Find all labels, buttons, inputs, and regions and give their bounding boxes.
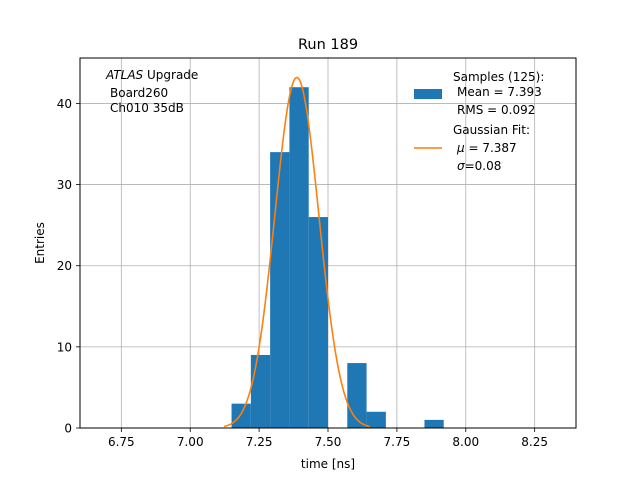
histogram-bars: [231, 87, 444, 429]
x-axis-ticks: 6.75 7.00 7.25 7.50 7.75 8.00 8.25: [108, 428, 548, 449]
histogram-bar-1: [250, 354, 271, 428]
legend-fit-title: Gaussian Fit:: [453, 123, 530, 137]
chart-title: Run 189: [298, 37, 358, 53]
legend-hist-title: Samples (125):: [453, 70, 544, 84]
histogram-bar-10: [424, 419, 444, 428]
x-tick-label-0: 6.75: [108, 435, 135, 449]
annotation-line-2: Board260: [110, 86, 168, 100]
histogram-bar-0: [231, 403, 251, 428]
x-tick-label-1: 7.00: [177, 435, 204, 449]
histogram-bar-7: [366, 411, 386, 428]
gaussian-fit-curve: [223, 76, 370, 428]
legend-histogram-swatch: [414, 89, 442, 99]
legend-hist-rms: RMS = 0.092: [457, 103, 535, 117]
y-tick-label-2: 20: [57, 259, 72, 273]
y-tick-label-4: 40: [57, 97, 72, 111]
histogram-bar-4: [308, 217, 328, 428]
histogram-bar-2: [270, 152, 290, 428]
y-axis-ticks: 0 10 20 30 40: [57, 97, 80, 436]
legend-hist-mean: Mean = 7.393: [457, 85, 542, 99]
legend-fit-sigma: σ=0.08: [457, 159, 501, 173]
annotation-upgrade: Upgrade: [143, 68, 198, 82]
mu-value: = 7.387: [465, 141, 517, 155]
annotation-line-3: Ch010 35dB: [110, 101, 184, 115]
x-axis-label: time [ns]: [301, 457, 355, 471]
x-tick-label-3: 7.50: [315, 435, 342, 449]
sigma-symbol: σ: [457, 159, 465, 173]
histogram-bar-3: [289, 87, 309, 429]
y-tick-label-1: 10: [57, 340, 72, 354]
y-axis-label: Entries: [33, 222, 47, 264]
x-tick-label-4: 7.75: [384, 435, 411, 449]
annotation-line-1: ATLAS Upgrade: [105, 68, 198, 82]
x-tick-label-6: 8.25: [521, 435, 548, 449]
y-tick-label-3: 30: [57, 178, 72, 192]
x-tick-label-5: 8.00: [452, 435, 479, 449]
mu-symbol: μ: [456, 141, 465, 155]
annotation-atlas: ATLAS: [105, 68, 144, 82]
annotation-block: ATLAS Upgrade Board260 Ch010 35dB: [105, 68, 198, 115]
sigma-value: =0.08: [465, 159, 502, 173]
legend: Samples (125): Mean = 7.393 RMS = 0.092 …: [414, 70, 544, 173]
x-tick-label-2: 7.25: [246, 435, 273, 449]
legend-fit-mu: μ = 7.387: [456, 141, 517, 155]
y-tick-label-0: 0: [64, 422, 72, 436]
